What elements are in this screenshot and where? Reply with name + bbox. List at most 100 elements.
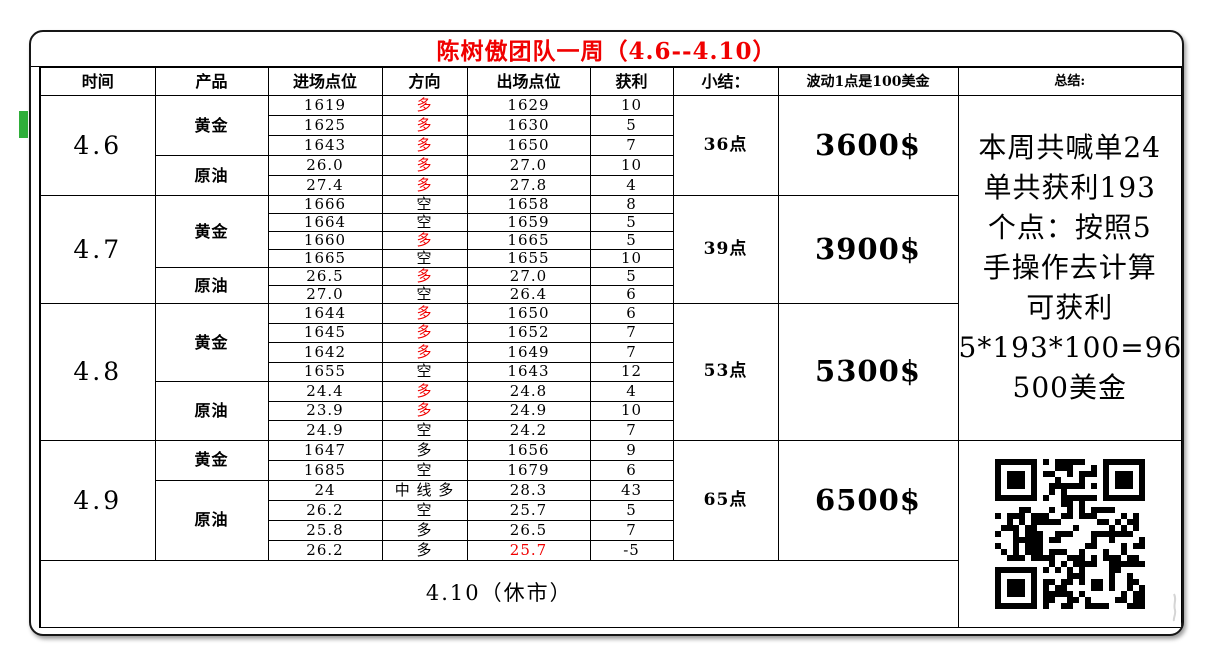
profit-cell: 4: [589, 381, 674, 402]
qr-cell: [957, 439, 1182, 628]
table-row: 27.0 空 26.4 6: [40, 285, 1182, 304]
direction-cell: 多: [381, 267, 468, 286]
page-title: 陈树傲团队一周（4.6--4.10）: [436, 38, 777, 65]
entry-cell: 1619: [267, 95, 383, 116]
conclusion-line: 手操作去计算: [982, 250, 1157, 284]
table-row: 4.8 黄金 1644 多 1650 6 53点 5300$: [39, 303, 1182, 441]
direction-cell: 空: [381, 213, 468, 232]
entry-cell: 1642: [267, 342, 383, 363]
entry-cell: 1685: [267, 459, 383, 481]
table-row: 4.7 黄金 1666 空 1658 8 39点 3900$: [39, 195, 1182, 304]
profit-cell: 4: [589, 175, 674, 196]
entry-cell: 26.5: [267, 267, 383, 286]
exit-cell: 1650: [466, 303, 591, 324]
exit-cell: 24.9: [466, 400, 591, 421]
exit-cell: 25.7: [466, 539, 591, 561]
qr-code: [959, 458, 1181, 609]
direction-cell: 多: [381, 135, 468, 156]
profit-cell: 7: [589, 342, 674, 363]
direction-cell: 多: [381, 519, 468, 541]
exit-cell: 1679: [466, 459, 591, 481]
entry-cell: 26.2: [267, 499, 383, 521]
exit-cell: 27.0: [466, 267, 591, 286]
product-cell: 黄金: [154, 439, 269, 481]
exit-cell: 1665: [466, 231, 591, 250]
entry-cell: 1647: [267, 439, 383, 461]
conclusion-line: 500美金: [1012, 370, 1127, 404]
direction-cell: 空: [381, 285, 468, 304]
profit-cell: 7: [589, 135, 674, 156]
profit-cell: 5: [589, 499, 674, 521]
exit-cell: 25.7: [466, 499, 591, 521]
profit-cell: 43: [589, 479, 674, 501]
col-header-product: 产品: [154, 67, 269, 96]
exit-cell: 24.2: [466, 420, 591, 441]
table-row: 25.8 多 26.5 7: [40, 519, 1182, 541]
direction-cell: 多: [381, 439, 468, 461]
table-row: 1665 空 1655 10: [40, 249, 1182, 268]
col-header-conclusion: 总结:: [957, 67, 1182, 96]
table-row: 26.2 多 25.7 -5: [40, 539, 1182, 561]
entry-cell: 27.0: [267, 285, 383, 304]
table-row: 原油 26.5 多 27.0 5: [40, 267, 1182, 304]
date-cell: 4.8: [39, 303, 156, 441]
summary-money-cell: 5300$: [777, 303, 959, 441]
date-cell: 4.7: [39, 195, 156, 304]
table-row: 4.9 黄金 1647 多 1656 9 65点 6500$: [39, 439, 1182, 628]
entry-cell: 1660: [267, 231, 383, 250]
entry-cell: 1645: [267, 322, 383, 343]
product-cell: 原油: [154, 155, 269, 196]
direction-cell: 空: [381, 195, 468, 214]
direction-cell: 多: [381, 95, 468, 116]
profit-cell: 7: [589, 420, 674, 441]
entry-cell: 1666: [267, 195, 383, 214]
profit-cell: 9: [589, 439, 674, 461]
exit-cell: 1630: [466, 115, 591, 136]
col-header-exit: 出场点位: [466, 67, 591, 96]
conclusion-line: 个点：按照5: [987, 210, 1152, 244]
watermark-fragment: [1172, 593, 1177, 622]
entry-cell: 1643: [267, 135, 383, 156]
title-bar: 陈树傲团队一周（4.6--4.10）: [31, 32, 1182, 67]
conclusion-line: 单共获利193: [983, 170, 1156, 204]
direction-cell: 多: [381, 539, 468, 561]
direction-cell: 多: [381, 231, 468, 250]
exit-cell: 1643: [466, 361, 591, 382]
col-header-entry: 进场点位: [267, 67, 383, 96]
profit-cell: 12: [589, 361, 674, 382]
exit-cell: 26.5: [466, 519, 591, 541]
conclusion-line: 可获利: [1026, 290, 1114, 324]
date-cell: 4.9: [39, 439, 156, 561]
direction-cell: 多: [381, 381, 468, 402]
entry-cell: 24.9: [267, 420, 383, 441]
exit-cell: 1658: [466, 195, 591, 214]
direction-cell: 空: [381, 361, 468, 382]
profit-cell: 7: [589, 519, 674, 541]
profit-cell: 6: [589, 459, 674, 481]
exit-cell: 27.8: [466, 175, 591, 196]
date-cell: 4.6: [39, 95, 156, 196]
entry-cell: 1665: [267, 249, 383, 268]
table-row: 1664 空 1659 5: [40, 213, 1182, 232]
exit-cell: 1650: [466, 135, 591, 156]
entry-cell: 26.0: [267, 155, 383, 176]
exit-cell: 26.4: [466, 285, 591, 304]
direction-cell: 空: [381, 499, 468, 521]
header-row: 时间 产品 进场点位 方向 出场点位 获利 小结： 波动1点是100美金 总结:: [39, 67, 1182, 96]
green-edge-artifact: [19, 111, 28, 138]
trades-table: 时间 产品 进场点位 方向 出场点位 获利 小结： 波动1点是100美金 总结:…: [39, 67, 1182, 628]
col-header-time: 时间: [39, 67, 156, 96]
profit-cell: 5: [589, 213, 674, 232]
profit-cell: 10: [589, 155, 674, 176]
product-cell: 黄金: [154, 195, 269, 268]
profit-cell: 10: [589, 95, 674, 116]
profit-cell: -5: [589, 539, 674, 561]
direction-cell: 多: [381, 115, 468, 136]
exit-cell: 1649: [466, 342, 591, 363]
conclusion-line: 5*193*100=96: [958, 330, 1182, 364]
table-row: 原油 26.0 多 27.0 10: [40, 155, 1182, 196]
summary-points-cell: 53点: [672, 303, 779, 441]
summary-points-cell: 65点: [672, 439, 779, 561]
exit-cell: 28.3: [466, 479, 591, 501]
entry-cell: 23.9: [267, 400, 383, 421]
